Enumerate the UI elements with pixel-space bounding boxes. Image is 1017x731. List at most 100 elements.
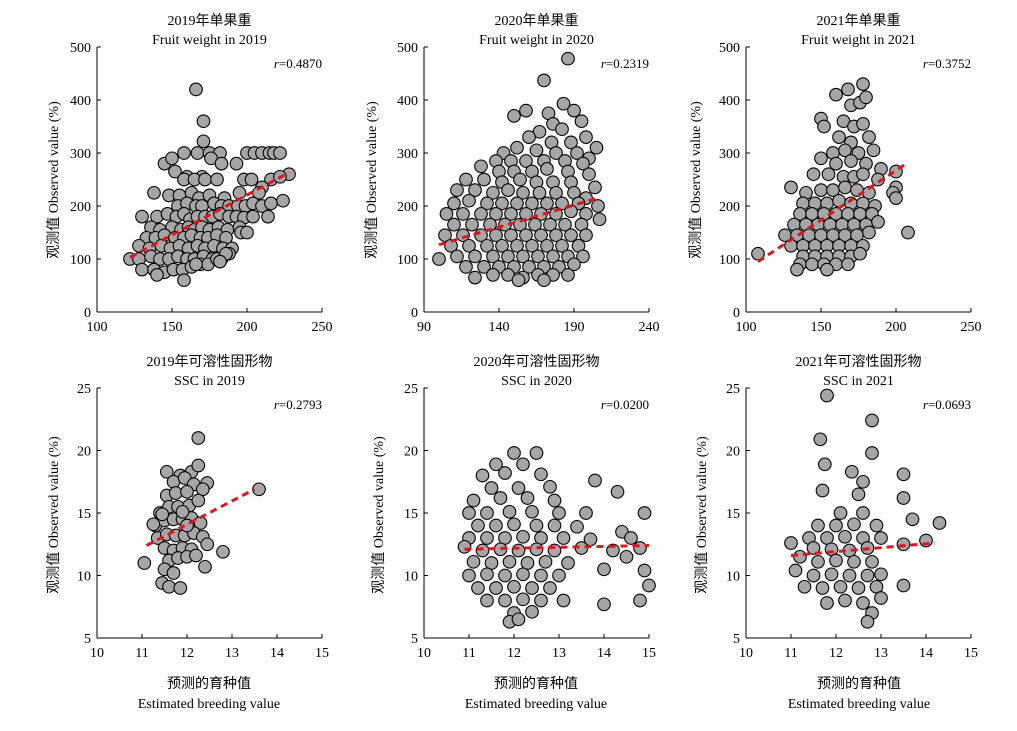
data-point	[851, 581, 866, 595]
data-point	[466, 554, 481, 569]
x-tick-label: 12	[507, 646, 521, 661]
x-tick-label: 15	[964, 646, 978, 661]
data-point	[788, 563, 803, 578]
data-point	[549, 228, 563, 243]
data-point	[896, 578, 911, 593]
data-point	[459, 172, 473, 187]
data-point	[507, 109, 521, 123]
data-point	[820, 388, 834, 403]
data-point	[510, 140, 524, 155]
data-point	[592, 212, 607, 227]
data-point	[889, 191, 903, 205]
data-point	[561, 556, 575, 570]
y-tick-label: 5	[733, 632, 740, 647]
data-point	[177, 146, 191, 160]
data-point	[579, 130, 593, 144]
data-point	[168, 486, 183, 500]
chart-title-cn: 2020年单果重	[495, 13, 579, 29]
data-point	[576, 156, 590, 171]
data-point	[829, 87, 843, 102]
x-tick-label: 250	[312, 320, 333, 335]
chart-title-en: SSC in 2019	[174, 374, 245, 389]
data-point	[576, 249, 590, 264]
data-point	[874, 531, 888, 545]
data-point	[820, 596, 834, 610]
data-point	[456, 207, 470, 221]
data-point	[534, 467, 548, 482]
data-point	[519, 228, 533, 243]
data-point	[842, 568, 857, 583]
data-point	[502, 504, 517, 519]
chart-title-en: Fruit weight in 2021	[801, 33, 916, 48]
data-point	[619, 549, 634, 564]
x-tick-label: 14	[919, 646, 933, 661]
data-point	[489, 581, 503, 595]
data-point	[471, 518, 485, 533]
data-point	[486, 249, 500, 264]
data-point	[838, 180, 852, 195]
data-point	[841, 82, 855, 97]
y-tick-label: 500	[70, 41, 91, 56]
data-point	[814, 151, 828, 166]
data-point	[150, 268, 164, 282]
data-point	[570, 519, 584, 534]
data-point	[210, 172, 224, 187]
data-point	[175, 504, 190, 519]
data-point	[264, 196, 278, 211]
data-point	[516, 185, 530, 200]
data-point	[637, 563, 652, 578]
data-point	[529, 542, 544, 557]
data-point	[844, 154, 858, 168]
data-point	[501, 249, 515, 264]
correlation-label: r=0.0200	[601, 397, 649, 412]
y-tick-label: 5	[84, 632, 91, 647]
data-point	[462, 238, 476, 253]
data-point	[555, 122, 569, 137]
data-point	[549, 146, 563, 160]
data-point	[486, 268, 500, 282]
data-point	[859, 90, 873, 105]
data-point	[624, 531, 638, 545]
chart-title-cn: 2021年单果重	[817, 13, 901, 29]
data-point	[498, 466, 512, 480]
data-point	[844, 464, 859, 479]
data-point	[547, 518, 562, 533]
data-point	[856, 596, 870, 610]
data-points	[432, 51, 607, 288]
data-point	[610, 484, 625, 499]
data-point	[474, 207, 488, 221]
data-point	[805, 257, 819, 272]
data-point	[507, 579, 521, 594]
x-tick-label: 15	[315, 646, 329, 661]
data-point	[525, 196, 539, 211]
y-tick-label: 25	[404, 382, 418, 397]
data-point	[862, 130, 876, 144]
data-point	[820, 262, 834, 277]
y-tick-label: 300	[397, 147, 418, 162]
data-point	[856, 474, 870, 489]
data-point	[519, 103, 533, 118]
data-point	[137, 556, 152, 570]
data-point	[567, 103, 581, 118]
data-point	[511, 273, 526, 288]
data-point	[252, 482, 266, 497]
data-point	[168, 164, 182, 179]
data-point	[456, 228, 470, 243]
data-point	[871, 215, 885, 229]
data-point	[806, 568, 821, 583]
data-point	[817, 119, 831, 134]
data-point	[537, 273, 551, 288]
data-point	[874, 567, 888, 582]
data-point	[166, 566, 181, 580]
data-point	[862, 225, 876, 240]
data-point	[475, 543, 490, 558]
data-point	[510, 238, 524, 253]
y-tick-label: 500	[397, 41, 418, 56]
data-point	[570, 146, 584, 160]
data-point	[159, 464, 174, 479]
data-point	[232, 185, 247, 200]
data-point	[189, 548, 203, 563]
data-point	[543, 581, 557, 595]
data-point	[561, 268, 575, 282]
